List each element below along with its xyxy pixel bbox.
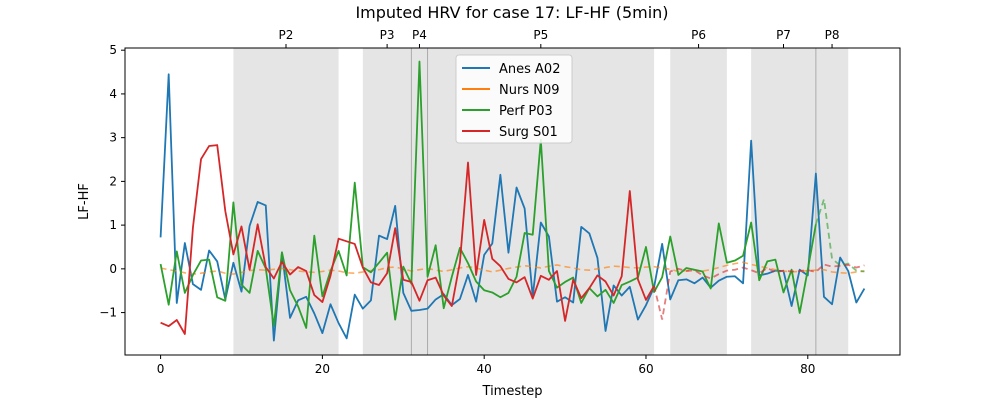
period-band-p4 (411, 48, 428, 355)
legend-entry-label: Anes A02 (499, 62, 560, 77)
y-tick-label: 0 (109, 262, 117, 276)
x-tick-label: 0 (157, 362, 165, 376)
x-tick-label: 40 (477, 362, 492, 376)
period-band-p8 (815, 48, 849, 355)
x-tick-label: 80 (800, 362, 815, 376)
chart-title: Imputed HRV for case 17: LF-HF (5min) (355, 3, 668, 22)
legend-entry-label: Surg S01 (499, 125, 558, 140)
series-line-imputed (815, 199, 865, 273)
y-tick-label: 1 (109, 218, 117, 232)
period-shading-layer (233, 48, 849, 355)
y-axis-ticks: −1 0 1 2 3 4 5 (99, 43, 125, 320)
period-label: P7 (776, 28, 791, 42)
x-tick-label: 20 (315, 362, 330, 376)
y-axis-label: LF-HF (77, 183, 92, 220)
plot-frame (124, 47, 901, 356)
period-label: P6 (691, 28, 706, 42)
y-tick-label: 4 (109, 87, 117, 101)
period-label: P2 (279, 28, 294, 42)
period-band-p2 (233, 48, 339, 355)
x-axis-label: Timestep (482, 384, 543, 399)
series-layer (159, 60, 866, 342)
period-band-p7 (751, 48, 816, 355)
series-line-imputed (160, 261, 865, 275)
period-label: P8 (825, 28, 840, 42)
legend-box (455, 54, 573, 144)
legend-entry-label: Perf P03 (499, 104, 553, 119)
period-band-p6 (670, 48, 727, 355)
y-tick-label: 2 (109, 174, 117, 188)
period-label: P4 (412, 28, 427, 42)
period-label: P5 (533, 28, 548, 42)
legend-entry-label: Nurs N09 (499, 83, 559, 98)
y-tick-label: 5 (109, 43, 117, 57)
y-tick-label: −1 (99, 306, 117, 320)
period-label: P3 (380, 28, 395, 42)
y-tick-label: 3 (109, 131, 117, 145)
x-tick-label: 60 (638, 362, 653, 376)
legend: Anes A02 Nurs N09 Perf P03 Surg S01 (455, 54, 573, 144)
series-line (160, 144, 655, 335)
series-line (159, 60, 817, 329)
x-axis-ticks: 0 20 40 60 80 (157, 355, 815, 376)
period-band-p3 (362, 48, 412, 355)
series-line-imputed (653, 263, 865, 320)
period-labels-layer: P2 P3 P4 P5 P6 P7 P8 (279, 28, 840, 48)
